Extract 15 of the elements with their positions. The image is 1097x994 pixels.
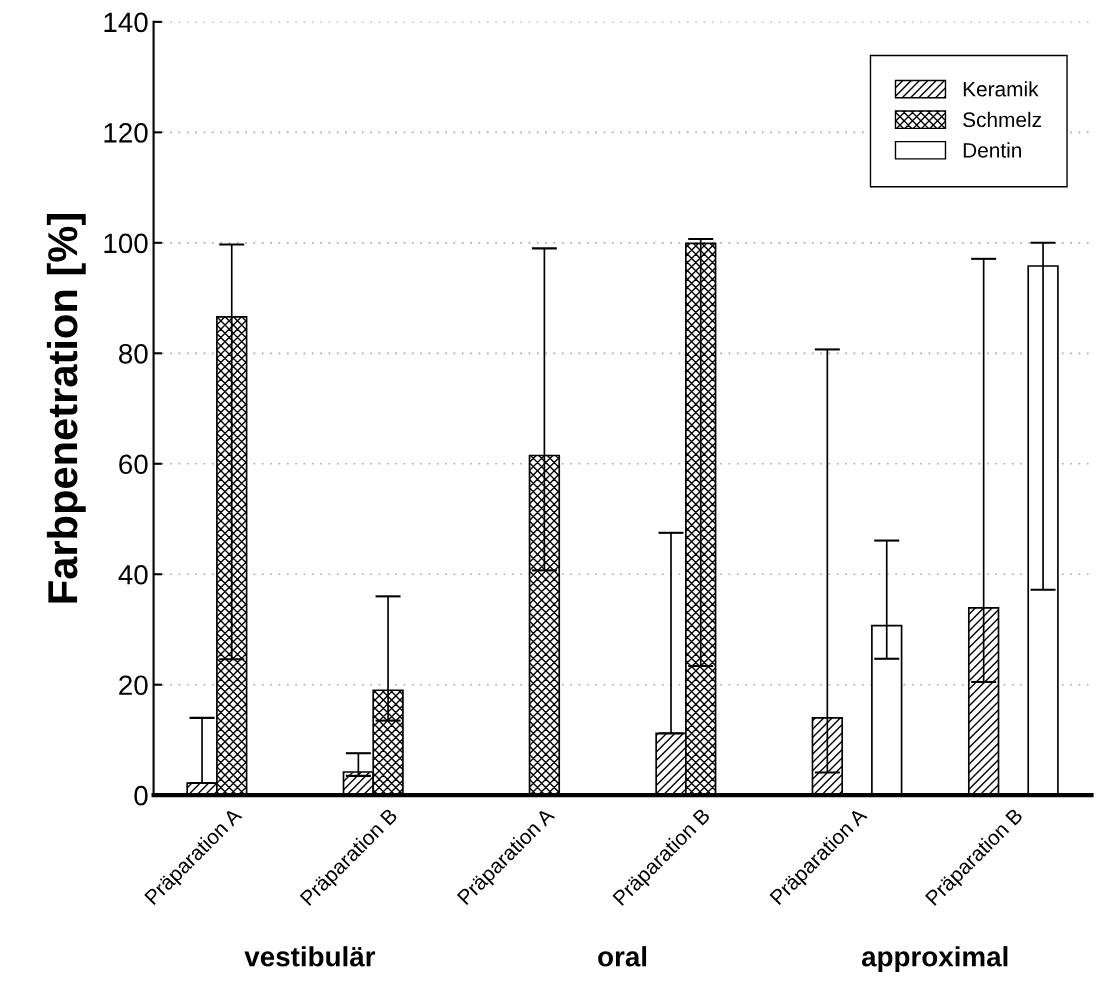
y-tick-label: 140	[104, 12, 148, 33]
legend-label: Keramik	[963, 81, 1039, 97]
legend-label: Dentin	[963, 142, 1022, 158]
text: approximal	[861, 946, 1008, 973]
legend-label: Schmelz	[963, 111, 1041, 128]
y-tick-label: 60	[119, 454, 148, 475]
text: vestibulär	[244, 946, 376, 967]
y-axis-title: Farbpenetration [%]	[46, 214, 86, 603]
y-tick-label: 80	[119, 343, 148, 364]
y-tick-label: 0	[134, 785, 148, 806]
y-tick-label: 40	[118, 564, 148, 585]
y-tick-label: 100	[104, 233, 148, 254]
text: oral	[598, 946, 647, 967]
y-tick-label: 20	[119, 675, 148, 696]
y-tick-label: 120	[104, 123, 148, 143]
